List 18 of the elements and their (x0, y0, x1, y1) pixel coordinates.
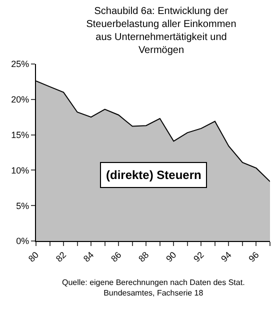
x-tick-label: 90 (164, 250, 178, 264)
x-tick-label: 84 (82, 250, 96, 264)
x-tick-label: 92 (192, 250, 206, 264)
source-note: Quelle: eigene Berechnungen nach Daten des Stat. Bundesamtes, Fachserie 18 (62, 278, 245, 298)
y-tick-label: 5% (16, 200, 30, 211)
x-tick-label: 88 (136, 250, 151, 264)
x-tick-label: 96 (246, 250, 261, 264)
y-tick-label: 20% (11, 94, 30, 105)
chart-title: Schaubild 6a: Entwicklung der Steuerbelastung aller Einkommen aus Unternehmertätigkeit und Vermögen (86, 6, 236, 56)
x-tick-label: 82 (54, 250, 68, 264)
y-tick-label: 10% (11, 165, 30, 176)
y-tick-label: 25% (11, 59, 30, 70)
x-tick-label: 94 (219, 250, 234, 264)
x-tick-label: 86 (109, 250, 124, 264)
annotation: (direkte) Steuern (106, 168, 202, 182)
y-tick-label: 0% (16, 236, 30, 246)
x-tick-label: 80 (26, 250, 41, 264)
y-tick-label: 15% (11, 130, 30, 140)
